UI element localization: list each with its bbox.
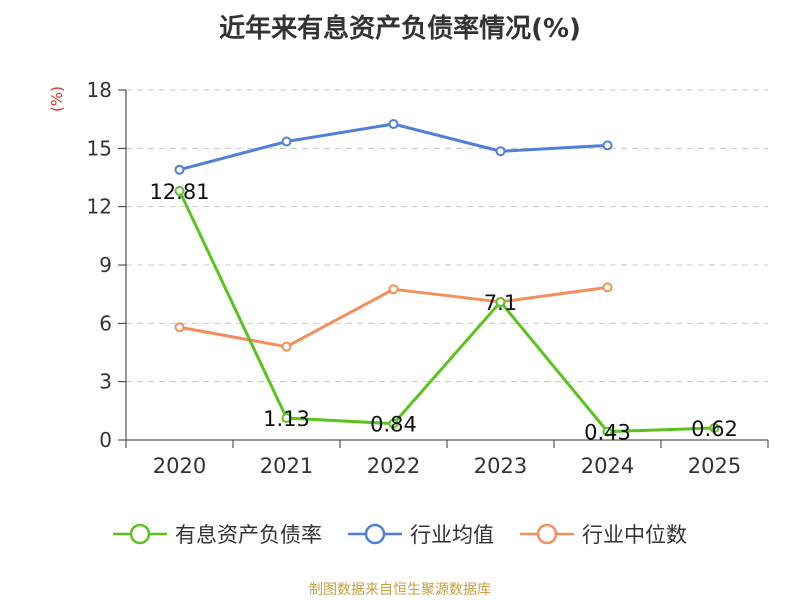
data-label: 0.84 [370, 413, 417, 437]
data-label: 7.1 [484, 291, 517, 315]
chart-title: 近年来有息资产负债率情况(%) [219, 14, 581, 44]
data-point [709, 422, 720, 433]
data-point [495, 296, 506, 307]
data-source-note: 制图数据来自恒生聚源数据库 [309, 582, 491, 598]
legend-swatch-industry-median [520, 523, 574, 545]
legend-label-industry-avg: 行业均值 [410, 523, 494, 547]
data-point [602, 282, 613, 293]
data-label: 12.81 [149, 180, 209, 204]
data-point [388, 119, 399, 130]
y-tick-label: 12 [87, 195, 112, 219]
series-line-1 [179, 122, 608, 172]
y-tick-label: 0 [99, 428, 112, 452]
data-label: 0.62 [691, 417, 738, 441]
x-tick-label: 2025 [688, 454, 741, 478]
x-tick-label: 2023 [474, 454, 527, 478]
data-point [388, 284, 399, 295]
data-point [495, 146, 506, 157]
data-point [174, 164, 185, 175]
y-tick-label: 9 [99, 253, 112, 277]
legend-swatch-debt-ratio [113, 523, 167, 545]
legend-item-industry-avg[interactable]: 行业均值 [348, 519, 494, 549]
y-tick-label: 15 [87, 136, 112, 160]
x-tick-label: 2024 [581, 454, 634, 478]
series-line-2 [179, 285, 608, 349]
data-point [281, 413, 292, 424]
legend-label-debt-ratio: 有息资产负债率 [175, 523, 322, 547]
data-point [174, 185, 185, 196]
data-point [281, 341, 292, 352]
legend-item-debt-ratio[interactable]: 有息资产负债率 [113, 519, 322, 549]
x-tick-label: 2021 [260, 454, 313, 478]
data-point [602, 140, 613, 151]
legend-item-industry-median[interactable]: 行业中位数 [520, 519, 687, 549]
data-label: 1.13 [263, 407, 310, 431]
x-tick-label: 2020 [153, 454, 206, 478]
data-point [174, 322, 185, 333]
chart-legend: 有息资产负债率 行业均值 行业中位数 [0, 519, 800, 549]
data-point [602, 426, 613, 437]
x-tick-label: 2022 [367, 454, 420, 478]
y-tick-label: 18 [87, 78, 112, 102]
data-label: 0.43 [584, 421, 631, 445]
legend-label-industry-median: 行业中位数 [582, 523, 687, 547]
data-point [281, 136, 292, 147]
data-point [388, 418, 399, 429]
series-line-0 [178, 190, 715, 434]
y-tick-label: 6 [99, 311, 112, 335]
y-tick-label: 3 [99, 370, 112, 394]
legend-swatch-industry-avg [348, 523, 402, 545]
